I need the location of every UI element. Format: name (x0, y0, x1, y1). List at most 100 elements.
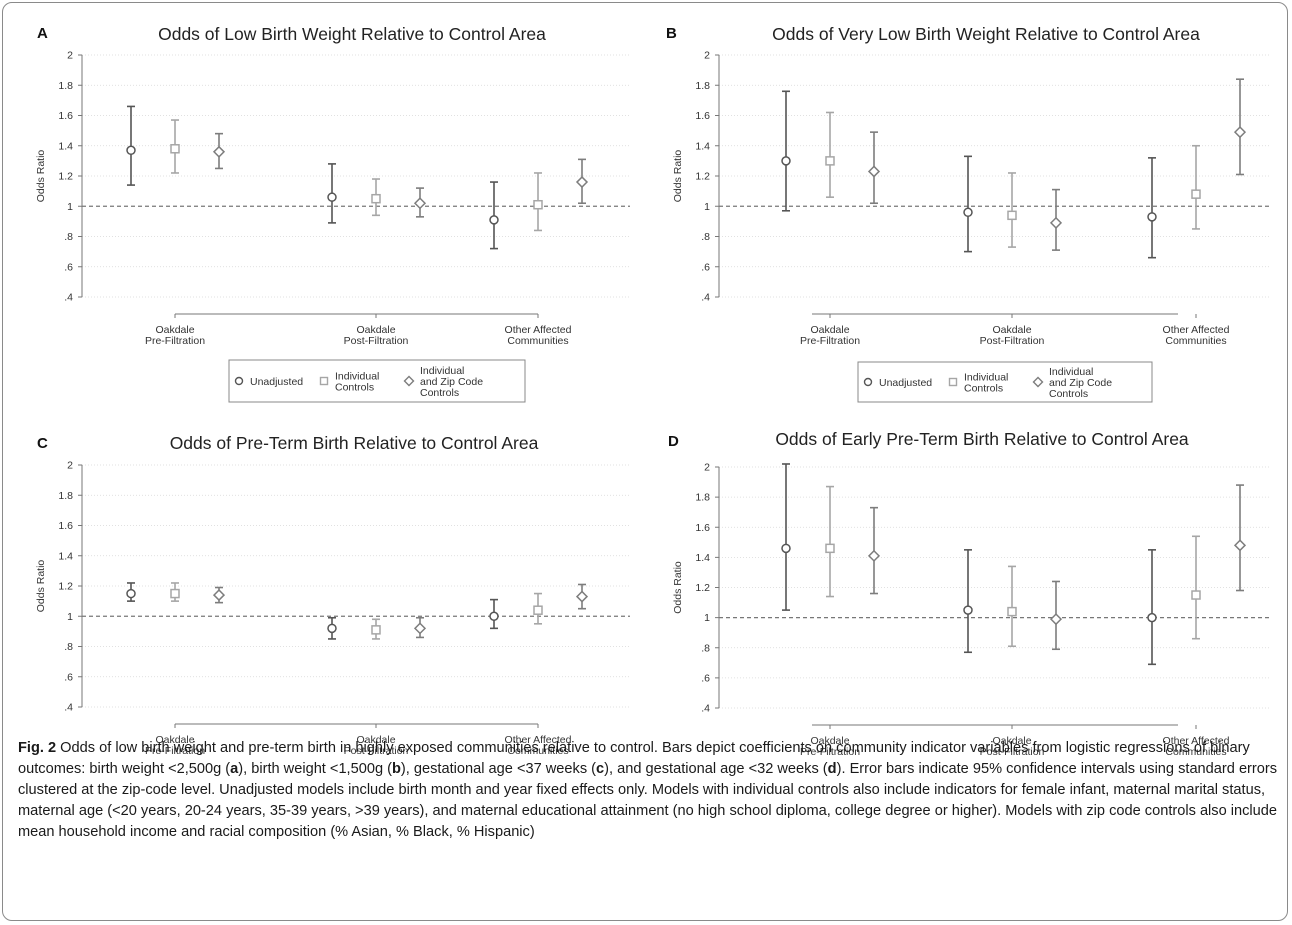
x-tick-label: Communities (1165, 335, 1226, 347)
legend-box (857, 361, 1153, 403)
caption-ref-a: a (230, 761, 239, 777)
x-tick-label: Oakdale (356, 324, 395, 336)
chart-title: Odds of Very Low Birth Weight Relative t… (772, 24, 1200, 44)
y-tick-label: .8 (701, 231, 710, 243)
data-point (371, 193, 381, 204)
x-tick-label: Post-Filtration (344, 335, 409, 347)
y-tick-label: 1.2 (695, 582, 710, 594)
caption-seg-1: ), birth weight <1,500g ( (238, 761, 392, 777)
y-tick-label: .4 (64, 702, 73, 714)
legend-marker (234, 376, 244, 386)
x-tick-label: Other Affected (1163, 735, 1230, 747)
caption-ref-b: b (392, 761, 401, 777)
y-axis-label: Odds Ratio (35, 150, 47, 203)
data-point (170, 144, 180, 154)
chart-title: Odds of Low Birth Weight Relative to Con… (158, 24, 546, 44)
x-tick-label: Pre-Filtration (800, 335, 860, 347)
data-point (413, 197, 427, 210)
chart-panel-d: D Odds of Early Pre-Term Birth Relative t… (668, 429, 1270, 758)
legend-label: Unadjusted (879, 377, 932, 389)
x-tick-label: Other Affected (505, 324, 572, 336)
y-tick-label: 1 (704, 201, 710, 213)
chart-title: Odds of Pre-Term Birth Relative to Contr… (170, 433, 539, 453)
y-tick-label: .4 (64, 292, 73, 304)
data-point (1049, 216, 1063, 229)
chart-panel-b: B Odds of Very Low Birth Weight Relative … (666, 24, 1270, 403)
y-tick-label: 1.2 (58, 171, 73, 183)
data-point (327, 623, 337, 634)
legend-label: Controls (335, 382, 374, 394)
data-point (489, 215, 499, 225)
legend-label: and Zip Code (1049, 377, 1112, 389)
figure-caption: Fig. 2 Odds of low birth weight and pre-… (18, 738, 1280, 843)
legend-label: Individual (1049, 366, 1093, 378)
legend-marker (403, 375, 415, 387)
data-point (1007, 606, 1017, 617)
x-tick-label: Oakdale (155, 734, 194, 746)
data-point (327, 192, 337, 202)
y-tick-label: .4 (701, 292, 710, 304)
legend-label: Individual (335, 371, 379, 383)
data-point (533, 605, 543, 615)
y-tick-label: 1.8 (58, 490, 73, 502)
legend-label: Unadjusted (250, 376, 303, 388)
panel-letter: D (668, 433, 679, 450)
chart-panel-c: C Odds of Pre-Term Birth Relative to Cont… (35, 433, 630, 757)
y-tick-label: 1.4 (695, 552, 710, 564)
x-tick-label: Oakdale (810, 735, 849, 747)
y-tick-label: 1.4 (58, 140, 73, 152)
x-tick-label: Pre-Filtration (800, 746, 860, 758)
legend-label: Individual (964, 372, 1008, 384)
y-tick-label: 1.4 (695, 140, 710, 152)
legend-marker (319, 376, 329, 386)
y-tick-label: 1.6 (58, 520, 73, 532)
y-tick-label: .8 (64, 641, 73, 653)
chart-legend: Unadjusted IndividualControlsIndividualan… (228, 359, 526, 403)
data-point (212, 145, 226, 158)
y-axis-label: Odds Ratio (672, 150, 684, 203)
x-tick-label: Communities (1165, 746, 1226, 758)
y-tick-label: 1.8 (695, 80, 710, 92)
caption-ref-c: c (596, 761, 605, 777)
y-tick-label: .6 (701, 261, 710, 273)
x-tick-label: Pre-Filtration (145, 335, 205, 347)
y-tick-label: 2 (67, 460, 73, 472)
panel-letter: B (666, 25, 677, 42)
data-point (575, 590, 589, 603)
y-tick-label: 1 (704, 612, 710, 624)
y-tick-label: 1.6 (58, 110, 73, 122)
legend-label: Individual (420, 365, 464, 377)
y-tick-label: 1.2 (58, 581, 73, 593)
x-tick-label: Post-Filtration (980, 746, 1045, 758)
data-point (1233, 539, 1247, 552)
y-tick-label: 2 (704, 50, 710, 62)
data-point (489, 611, 499, 621)
legend-marker (1032, 376, 1044, 388)
caption-ref-d: d (827, 761, 837, 777)
x-tick-label: Oakdale (155, 324, 194, 336)
chart-panel-a: A Odds of Low Birth Weight Relative to Co… (35, 24, 630, 403)
y-tick-label: .6 (701, 672, 710, 684)
data-point (867, 165, 881, 178)
data-point (1233, 126, 1247, 139)
y-tick-label: 2 (704, 462, 710, 474)
y-axis-label: Odds Ratio (35, 560, 47, 613)
y-tick-label: 2 (67, 50, 73, 62)
legend-label: and Zip Code (420, 376, 483, 388)
data-point (963, 207, 973, 218)
data-point (1191, 189, 1201, 199)
y-tick-label: 1.2 (695, 171, 710, 183)
x-tick-label: Other Affected (1163, 324, 1230, 336)
x-tick-label: Oakdale (356, 734, 395, 746)
data-point (781, 543, 791, 554)
data-point (170, 588, 180, 599)
y-axis-label: Odds Ratio (672, 561, 684, 614)
y-tick-label: .6 (64, 671, 73, 683)
legend-box (228, 359, 526, 403)
data-point (126, 145, 136, 156)
data-point (1147, 212, 1157, 222)
x-tick-label: Post-Filtration (980, 335, 1045, 347)
y-tick-label: 1.6 (695, 522, 710, 534)
data-point (1007, 210, 1017, 221)
